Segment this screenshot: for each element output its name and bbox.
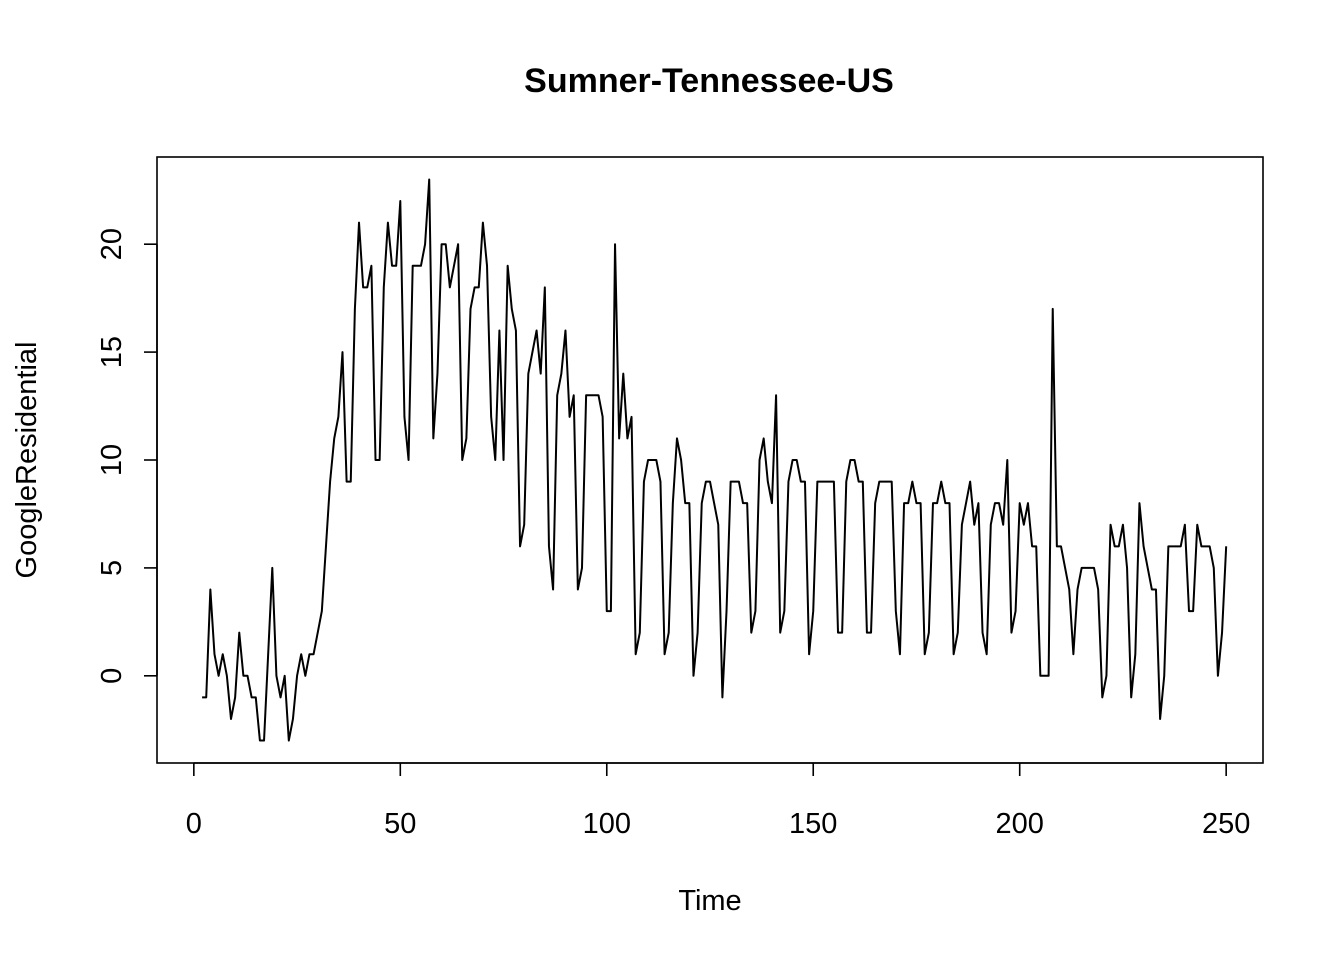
x-axis: 0 50 100 150 200 250 <box>186 762 1250 840</box>
y-tick-label: 5 <box>96 560 128 576</box>
series-line <box>202 178 1228 742</box>
x-tick-label: 250 <box>1202 808 1250 840</box>
y-tick-label: 0 <box>96 668 128 684</box>
x-tick-label: 150 <box>789 808 837 840</box>
x-tick-label: 200 <box>996 808 1044 840</box>
x-tick-label: 50 <box>384 808 416 840</box>
plot-frame <box>156 156 1264 764</box>
y-tick-label: 15 <box>96 336 128 368</box>
x-tick-label: 100 <box>583 808 631 840</box>
y-tick-label: 20 <box>96 228 128 260</box>
x-tick-label: 0 <box>186 808 202 840</box>
y-axis-label: GoogleResidential <box>11 342 43 579</box>
x-axis-label: Time <box>678 885 741 917</box>
chart-title: Sumner-Tennessee-US <box>524 62 894 100</box>
y-tick-label: 10 <box>96 444 128 476</box>
y-axis: 0 5 10 15 20 <box>96 228 158 684</box>
